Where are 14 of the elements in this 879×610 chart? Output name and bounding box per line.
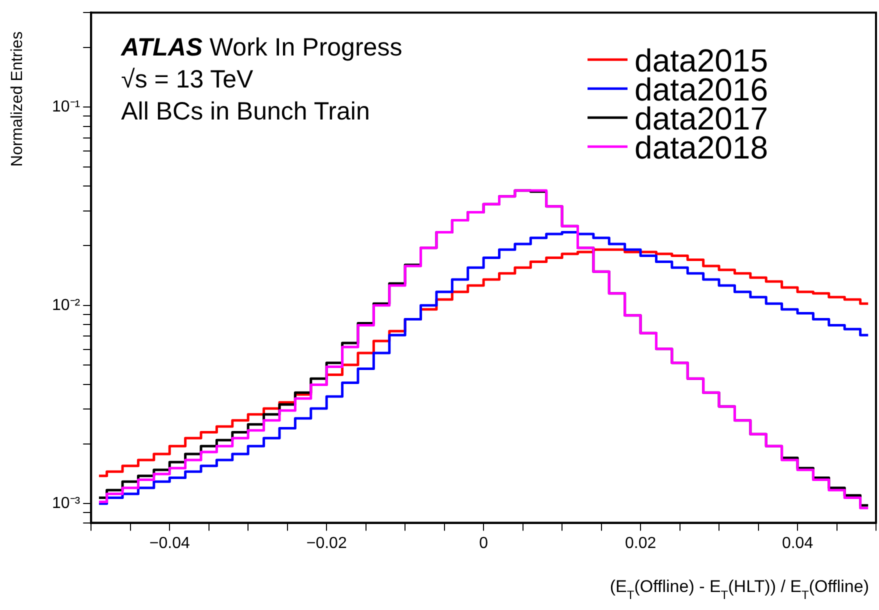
y-axis-title: Normalized Entries bbox=[9, 31, 27, 167]
legend-label: data2018 bbox=[634, 130, 768, 166]
x-tick-label: 0 bbox=[479, 534, 488, 552]
y-tick-label: 10⁻² bbox=[52, 296, 81, 314]
x-tick-label: 0.04 bbox=[782, 534, 814, 552]
y-tick-label: 10⁻¹ bbox=[52, 98, 80, 116]
x-tick-label: −0.04 bbox=[149, 534, 190, 552]
y-tick-label: 10⁻³ bbox=[52, 495, 81, 512]
annotation: All BCs in Bunch Train bbox=[121, 98, 370, 126]
x-axis-title: (E$_{T}$(Offline) - E$_{T}$(HLT)) / E$_{T}$(Offline) bbox=[610, 577, 869, 602]
annotation: √s = 13 TeV bbox=[121, 66, 254, 94]
x-tick-label: 0.02 bbox=[624, 534, 656, 552]
x-tick-label: −0.02 bbox=[306, 534, 347, 552]
annotation: ATLAS Work In Progress bbox=[120, 34, 402, 62]
